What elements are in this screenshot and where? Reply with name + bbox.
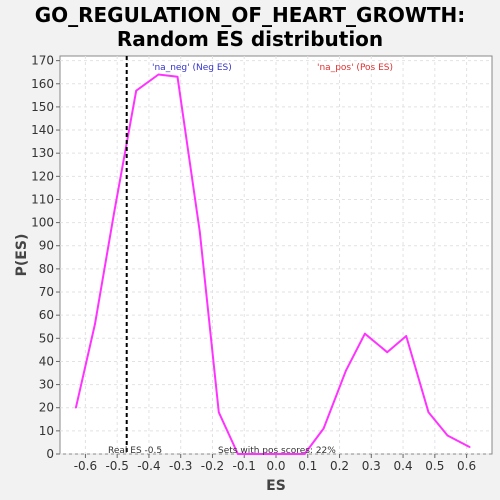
data-point [157, 73, 160, 76]
data-point [281, 453, 284, 455]
x-tick-label: -0.1 [233, 459, 256, 473]
data-point [405, 335, 408, 337]
x-tick-label: -0.4 [137, 459, 160, 473]
chart-title-line2: Random ES distribution [116, 27, 384, 51]
data-point [345, 369, 347, 372]
x-tick-label: 0.4 [394, 459, 413, 473]
y-tick-label: 0 [46, 447, 54, 461]
series-line [74, 73, 471, 455]
y-tick-label: 30 [39, 378, 54, 392]
legend-pos: 'na_pos' (Pos ES) [317, 63, 393, 73]
data-point [113, 212, 115, 215]
data-point [468, 446, 471, 448]
chart-title-line1: GO_REGULATION_OF_HEART_GROWTH: [34, 3, 466, 27]
y-axis-ticks: 0 10 20 30 40 50 60 70 80 90 100 110 120 130 140 150 160… [31, 54, 60, 461]
y-tick-label: 70 [39, 285, 54, 299]
y-tick-label: 130 [31, 146, 54, 160]
y-tick-label: 110 [31, 192, 54, 206]
data-point [303, 453, 306, 455]
legend-neg: 'na_neg' (Neg ES) [152, 63, 232, 73]
x-tick-label: 0.1 [298, 459, 317, 473]
y-tick-label: 150 [31, 100, 54, 114]
x-tick-label: 0.6 [457, 459, 476, 473]
grid [60, 56, 492, 455]
x-tick-label: 0.3 [362, 459, 381, 473]
series-group [74, 73, 471, 455]
x-axis-ticks: -0.6 -0.5 -0.4 -0.3 -0.2 -0.1 0.0 0.1 0.2 0.3 0.4 0… [74, 454, 476, 473]
data-point [386, 351, 388, 353]
y-tick-label: 100 [31, 216, 54, 230]
x-tick-label: -0.3 [169, 459, 192, 473]
y-tick-label: 90 [39, 239, 54, 253]
data-point [198, 231, 201, 233]
y-tick-label: 10 [39, 424, 54, 438]
y-tick-label: 60 [39, 308, 54, 322]
data-point [237, 453, 239, 455]
x-tick-label: 0.2 [330, 459, 349, 473]
data-point [322, 427, 325, 430]
y-tick-label: 80 [39, 262, 54, 276]
x-tick-label: 0.5 [425, 459, 444, 473]
data-point [135, 89, 138, 92]
data-point [218, 411, 220, 414]
x-tick-label: -0.6 [74, 459, 97, 473]
data-point [259, 453, 261, 455]
y-tick-label: 40 [39, 354, 54, 368]
y-axis-label: P(ES) [14, 234, 30, 277]
x-tick-label: -0.2 [201, 459, 224, 473]
data-point [75, 406, 77, 409]
y-tick-label: 170 [31, 54, 54, 68]
x-tick-label: -0.5 [105, 459, 128, 473]
y-tick-label: 160 [31, 77, 54, 91]
pos-scores-annotation: Sets with pos scores: 22% [218, 446, 336, 456]
y-tick-label: 50 [39, 331, 54, 345]
y-tick-label: 20 [39, 401, 54, 415]
x-axis-label: ES [266, 478, 286, 494]
data-point [176, 76, 179, 78]
x-tick-label: 0.0 [266, 459, 285, 473]
data-point [446, 434, 449, 437]
data-point [427, 411, 430, 414]
real-es-annotation: Real ES -0.5 [108, 446, 162, 456]
y-tick-label: 120 [31, 169, 54, 183]
data-point [364, 332, 366, 335]
y-tick-label: 140 [31, 123, 54, 137]
data-point [94, 323, 96, 326]
